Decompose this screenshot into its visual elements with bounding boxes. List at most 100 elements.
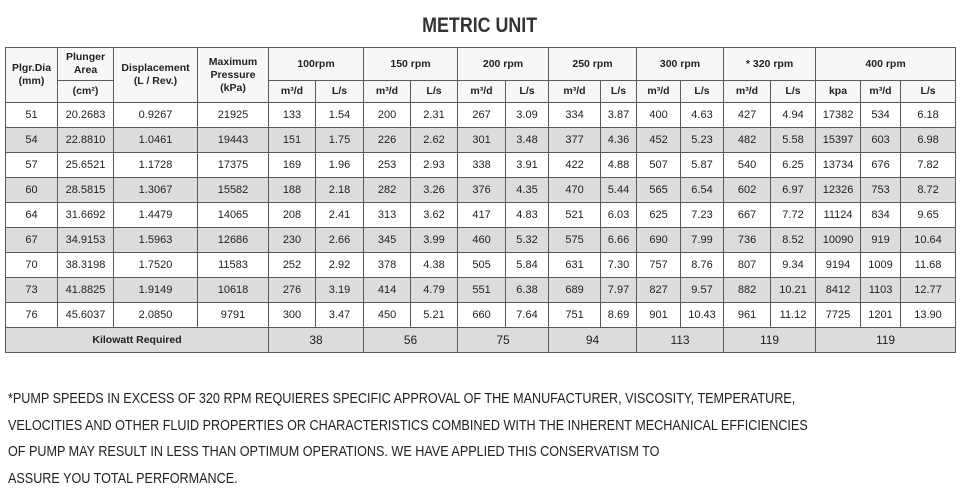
- header-cell: Maximum Pressure (kPa): [197, 47, 269, 103]
- data-cell: 3.26: [410, 177, 459, 203]
- header-cell: 150 rpm: [363, 47, 459, 81]
- data-cell: 2.66: [314, 227, 365, 253]
- data-cell: 11583: [197, 252, 269, 278]
- data-cell: 60: [5, 177, 58, 203]
- data-cell: 3.87: [600, 102, 638, 128]
- data-cell: 2.41: [314, 202, 365, 228]
- data-row: 70 38.3198 1.7520 11583 252 2.92 378 4.38 505 5.8…: [5, 252, 957, 278]
- data-cell: 41.8825: [57, 277, 114, 303]
- header-cell: * 320 rpm: [723, 47, 817, 81]
- data-cell: 689: [548, 277, 602, 303]
- data-cell: 6.38: [505, 277, 550, 303]
- data-cell: 9791: [197, 302, 269, 328]
- data-cell: 534: [860, 102, 902, 128]
- footnote-line: OF PUMP MAY RESULT IN LESS THAN OPTIMUM …: [8, 443, 660, 460]
- data-cell: 1103: [860, 277, 902, 303]
- data-cell: 521: [548, 202, 602, 228]
- data-cell: 3.62: [410, 202, 459, 228]
- header-cell: (cm²): [57, 80, 114, 103]
- data-cell: 807: [723, 252, 772, 278]
- data-cell: 34.9153: [57, 227, 114, 253]
- data-cell: 208: [268, 202, 316, 228]
- table-body: Plgr.Dia (mm) Plunger Area Displacement (L / …: [5, 47, 957, 353]
- data-cell: 827: [636, 277, 682, 303]
- header-cell: 250 rpm: [548, 47, 638, 81]
- data-cell: 565: [636, 177, 682, 203]
- data-cell: 5.23: [680, 127, 725, 153]
- data-cell: 8.69: [600, 302, 638, 328]
- data-cell: 2.31: [410, 102, 459, 128]
- data-cell: 9.57: [680, 277, 725, 303]
- data-cell: 12686: [197, 227, 269, 253]
- data-row: 76 45.6037 2.0850 9791 300 3.47 450 5.21 660 7.64…: [5, 302, 957, 328]
- data-cell: 8412: [815, 277, 862, 303]
- data-cell: 6.18: [900, 102, 957, 128]
- data-cell: 7.82: [900, 152, 957, 178]
- header-cell: L/s: [680, 80, 725, 103]
- data-cell: 10090: [815, 227, 862, 253]
- data-cell: 6.25: [770, 152, 817, 178]
- data-cell: 7.64: [505, 302, 550, 328]
- data-cell: 5.21: [410, 302, 459, 328]
- data-cell: 70: [5, 252, 58, 278]
- header-cell: m³/d: [860, 80, 902, 103]
- data-cell: 10.43: [680, 302, 725, 328]
- data-cell: 9.65: [900, 202, 957, 228]
- data-cell: 313: [363, 202, 412, 228]
- header-cell: m³/d: [363, 80, 412, 103]
- data-cell: 5.87: [680, 152, 725, 178]
- header-row: Plgr.Dia (mm) Plunger Area Displacement (L / …: [5, 47, 957, 103]
- data-cell: 334: [548, 102, 602, 128]
- data-cell: 460: [457, 227, 507, 253]
- header-cell: m³/d: [268, 80, 316, 103]
- data-cell: 73: [5, 277, 58, 303]
- data-row: 54 22.8810 1.0461 19443 151 1.75 226 2.62 301 3.4…: [5, 127, 957, 153]
- data-cell: 3.48: [505, 127, 550, 153]
- data-cell: 76: [5, 302, 58, 328]
- data-cell: 376: [457, 177, 507, 203]
- data-row: 67 34.9153 1.5963 12686 230 2.66 345 3.99 460 5.3…: [5, 227, 957, 253]
- data-cell: 10.64: [900, 227, 957, 253]
- kilowatt-value: 75: [457, 327, 550, 353]
- header-text: 100rpm: [297, 57, 335, 70]
- data-cell: 1.4479: [113, 202, 198, 228]
- footnote-line: *PUMP SPEEDS IN EXCESS OF 320 RPM REQUIE…: [8, 390, 796, 407]
- data-cell: 377: [548, 127, 602, 153]
- data-cell: 17375: [197, 152, 269, 178]
- header-text: 200 rpm: [482, 57, 524, 70]
- data-cell: 1009: [860, 252, 902, 278]
- data-cell: 338: [457, 152, 507, 178]
- data-cell: 188: [268, 177, 316, 203]
- data-cell: 482: [723, 127, 772, 153]
- data-cell: 2.62: [410, 127, 459, 153]
- data-cell: 1.3067: [113, 177, 198, 203]
- kilowatt-value: 119: [723, 327, 817, 353]
- data-cell: 9194: [815, 252, 862, 278]
- data-cell: 15582: [197, 177, 269, 203]
- data-cell: 6.03: [600, 202, 638, 228]
- kilowatt-value: 94: [548, 327, 638, 353]
- data-cell: 753: [860, 177, 902, 203]
- header-text: Displacement: [121, 62, 190, 74]
- header-cell: L/s: [770, 80, 817, 103]
- footnote-line: ASSURE YOU TOTAL PERFORMANCE.: [8, 469, 238, 487]
- data-cell: 200: [363, 102, 412, 128]
- data-cell: 5.32: [505, 227, 550, 253]
- data-cell: 690: [636, 227, 682, 253]
- header-text: Pressure: [210, 68, 256, 81]
- data-cell: 4.38: [410, 252, 459, 278]
- data-cell: 6.97: [770, 177, 817, 203]
- data-cell: 507: [636, 152, 682, 178]
- data-cell: 3.91: [505, 152, 550, 178]
- data-cell: 11124: [815, 202, 862, 228]
- data-cell: 450: [363, 302, 412, 328]
- data-cell: 667: [723, 202, 772, 228]
- data-cell: 13.90: [900, 302, 957, 328]
- data-cell: 4.83: [505, 202, 550, 228]
- header-text: 150 rpm: [390, 57, 431, 70]
- header-cell: kpa: [815, 80, 862, 103]
- header-cell: m³/d: [636, 80, 682, 103]
- data-cell: 551: [457, 277, 507, 303]
- data-cell: 603: [860, 127, 902, 153]
- data-row: 60 28.5815 1.3067 15582 188 2.18 282 3.26 376 4.3…: [5, 177, 957, 203]
